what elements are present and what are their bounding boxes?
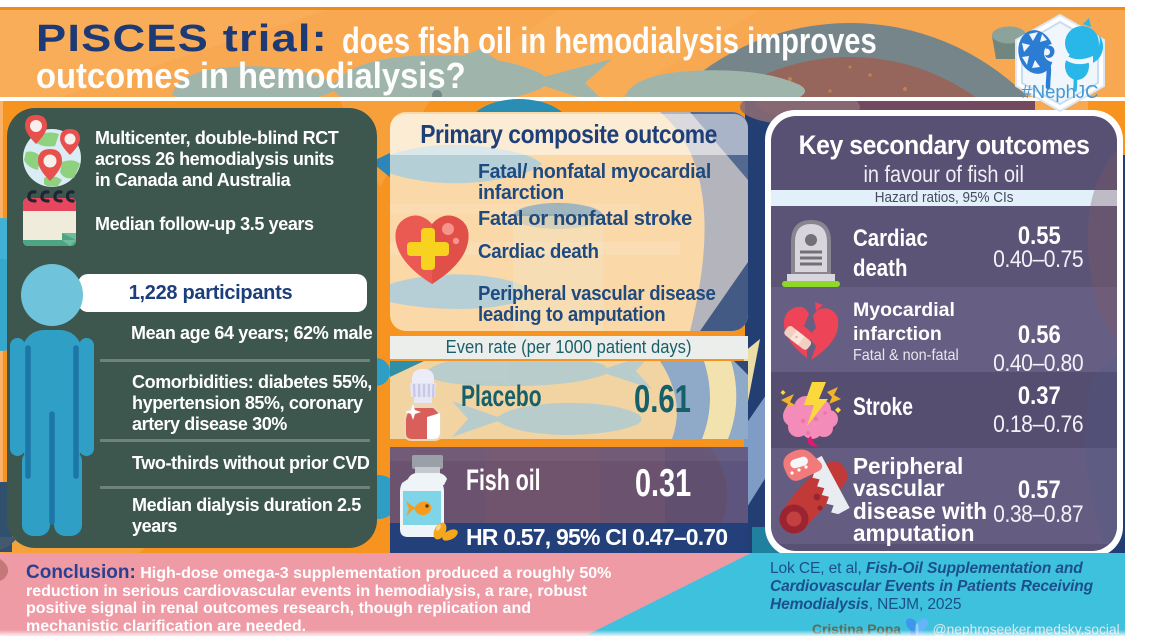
svg-text:#NephJC: #NephJC (1021, 81, 1098, 102)
